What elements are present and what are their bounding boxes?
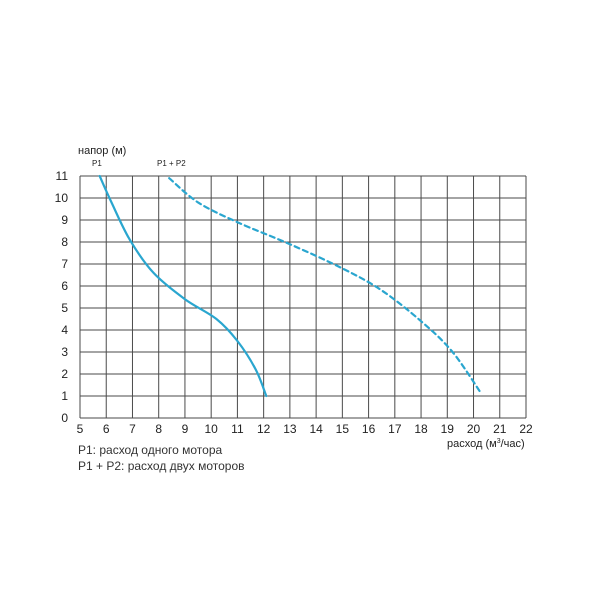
x-tick-label: 18 <box>414 422 428 436</box>
series-label-p1-p2: P1 + P2 <box>157 159 186 168</box>
x-axis-label: расход (м3/час) <box>447 438 525 450</box>
y-tick-label: 8 <box>61 235 68 249</box>
series-label-p1: P1 <box>92 159 102 168</box>
x-tick-label: 22 <box>519 422 533 436</box>
y-tick-label: 6 <box>61 279 68 293</box>
x-tick-label: 12 <box>257 422 271 436</box>
x-tick-label: 14 <box>309 422 323 436</box>
y-tick-label: 4 <box>61 323 68 337</box>
x-axis-label-suffix: /час) <box>501 438 525 450</box>
x-tick-label: 17 <box>388 422 402 436</box>
x-tick-label: 21 <box>493 422 507 436</box>
x-tick-label: 15 <box>336 422 350 436</box>
y-tick-label: 1 <box>61 389 68 403</box>
x-tick-label: 20 <box>467 422 481 436</box>
legend-note-p1: P1: расход одного мотора <box>78 443 223 457</box>
x-axis-label-prefix: расход (м <box>447 438 497 450</box>
y-tick-label: 5 <box>61 301 68 315</box>
x-tick-label: 10 <box>204 422 218 436</box>
y-tick-label: 9 <box>61 213 68 227</box>
y-tick-label: 11 <box>56 169 69 183</box>
series-lines <box>98 174 483 398</box>
x-tick-label: 5 <box>77 422 84 436</box>
x-tick-label: 11 <box>231 422 244 436</box>
legend-note-p1-p2: P1 + P2: расход двух моторов <box>78 459 245 473</box>
y-tick-label: 2 <box>61 367 68 381</box>
y-axis-label: напор (м) <box>78 145 126 157</box>
x-tick-label: 19 <box>441 422 455 436</box>
x-tick-label: 13 <box>283 422 297 436</box>
x-tick-label: 8 <box>155 422 162 436</box>
x-tick-label: 6 <box>103 422 110 436</box>
series-line-p1-p2 <box>168 177 483 395</box>
x-tick-labels: 5 6 7 8 9 10 11 12 13 14 15 16 17 18 19 20 21 22 <box>77 422 533 436</box>
x-tick-label: 7 <box>129 422 136 436</box>
y-tick-label: 0 <box>61 411 68 425</box>
y-tick-label: 3 <box>61 345 68 359</box>
x-axis-label-sup: 3 <box>497 438 501 445</box>
y-tick-label: 10 <box>55 191 69 205</box>
y-tick-labels: 0 1 2 3 4 5 6 7 8 9 10 11 <box>55 169 69 425</box>
series-line-p1 <box>98 174 268 398</box>
grid <box>79 175 527 419</box>
x-tick-label: 16 <box>362 422 376 436</box>
y-tick-label: 7 <box>61 257 68 271</box>
x-tick-label: 9 <box>182 422 189 436</box>
